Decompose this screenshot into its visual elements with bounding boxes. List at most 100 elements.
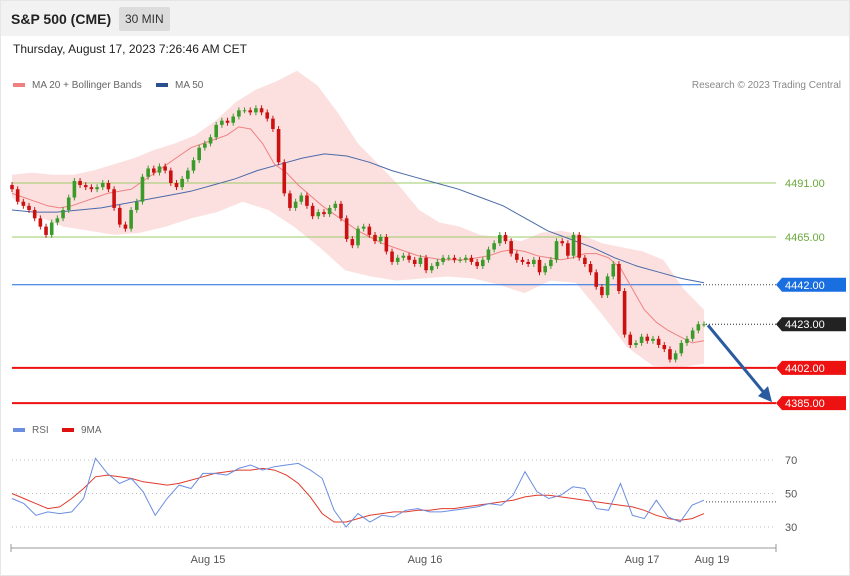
candle-body — [66, 197, 71, 210]
legend-ma50-label: MA 50 — [175, 80, 204, 91]
candle-body — [339, 203, 343, 219]
x-tick-label: Aug 15 — [191, 554, 226, 566]
candle-body — [220, 120, 224, 125]
candle-body — [441, 257, 445, 262]
candle-body — [140, 176, 145, 202]
candle-body — [350, 239, 355, 246]
candle-body — [44, 226, 48, 235]
x-tick-label: Aug 16 — [408, 554, 443, 566]
candle-body — [679, 342, 684, 354]
candle-body — [662, 345, 667, 350]
candle-body — [486, 249, 491, 260]
candle-body — [117, 207, 122, 225]
legend-rsi-ma: 9MA — [62, 425, 102, 436]
candle-body — [378, 237, 383, 242]
bollinger-band — [12, 70, 704, 368]
candle-body — [333, 203, 338, 208]
candle-body — [390, 251, 394, 262]
candle-body — [299, 195, 304, 202]
candle-body — [361, 226, 366, 229]
candle-body — [554, 241, 559, 260]
candle-body — [588, 264, 593, 273]
legend-rsi: RSI — [13, 425, 49, 436]
candle-body — [112, 189, 116, 208]
candle-body — [480, 259, 485, 267]
candle-body — [32, 210, 37, 219]
candle-body — [520, 259, 525, 262]
candle-body — [395, 257, 400, 262]
rsi-tick-label: 30 — [785, 522, 797, 534]
candle-body — [344, 218, 349, 240]
price-label: 4423.00 — [785, 319, 825, 331]
candle-body — [78, 180, 82, 186]
projection-arrowhead — [758, 386, 772, 403]
candle-body — [600, 286, 604, 296]
candle-body — [429, 266, 434, 271]
candle-body — [254, 108, 258, 113]
candle-body — [186, 170, 190, 179]
candle-body — [248, 110, 253, 113]
candle-body — [498, 234, 502, 244]
candle-body — [685, 338, 689, 343]
candle-body — [407, 255, 411, 260]
candle-body — [656, 338, 661, 345]
candle-body — [322, 212, 326, 215]
candle-body — [134, 201, 139, 210]
x-tick-label: Aug 17 — [625, 554, 660, 566]
candle-body — [225, 120, 230, 123]
price-label: 4491.00 — [785, 178, 825, 190]
candle-body — [208, 137, 213, 144]
candle-body — [469, 257, 474, 262]
x-tick-label: Aug 19 — [695, 554, 730, 566]
candle-body — [265, 112, 270, 119]
legend-ma20-label: MA 20 + Bollinger Bands — [32, 80, 142, 91]
candle-body — [560, 241, 564, 244]
candle-body — [492, 243, 496, 250]
candle-body — [577, 234, 582, 258]
candle-body — [503, 234, 508, 242]
candle-body — [61, 210, 65, 219]
legend-ma20: MA 20 + Bollinger Bands — [13, 80, 142, 91]
candle-body — [237, 110, 241, 117]
candle-body — [571, 234, 576, 256]
candle-body — [412, 259, 417, 264]
candle-body — [293, 201, 298, 208]
price-label: 4402.00 — [785, 363, 825, 375]
candle-body — [55, 218, 60, 223]
rsi-line — [11, 457, 705, 528]
price-label: 4442.00 — [785, 280, 825, 292]
candle-body — [169, 170, 173, 183]
candle-body — [583, 257, 587, 264]
candle-body — [21, 201, 26, 206]
candle-body — [197, 147, 201, 161]
candle-body — [435, 261, 440, 267]
candle-body — [174, 183, 179, 188]
candle-body — [668, 349, 672, 360]
candle-body — [146, 168, 150, 177]
candle-body — [27, 205, 31, 210]
candle-body — [515, 253, 519, 260]
candle-body — [100, 183, 105, 188]
candle-body — [305, 195, 309, 206]
candle-body — [537, 259, 542, 273]
candle-body — [622, 291, 627, 335]
timeframe-button[interactable]: 30 MIN — [119, 7, 170, 31]
candle-body — [639, 336, 644, 343]
candle-body — [356, 228, 360, 246]
candle-body — [605, 276, 610, 296]
candle-body — [49, 222, 54, 235]
candle-body — [310, 205, 315, 217]
legend-ma50: MA 50 — [156, 80, 203, 91]
candle-body — [316, 212, 321, 217]
candle-body — [214, 124, 218, 138]
candle-body — [83, 185, 88, 188]
candle-body — [401, 255, 406, 258]
candle-body — [690, 330, 695, 339]
rsi-tick-label: 70 — [785, 455, 797, 467]
ma50-line — [11, 153, 705, 284]
candle-body — [288, 193, 292, 208]
candle-body — [696, 324, 701, 331]
ma50-swatch — [156, 83, 168, 88]
candle-body — [89, 187, 94, 190]
